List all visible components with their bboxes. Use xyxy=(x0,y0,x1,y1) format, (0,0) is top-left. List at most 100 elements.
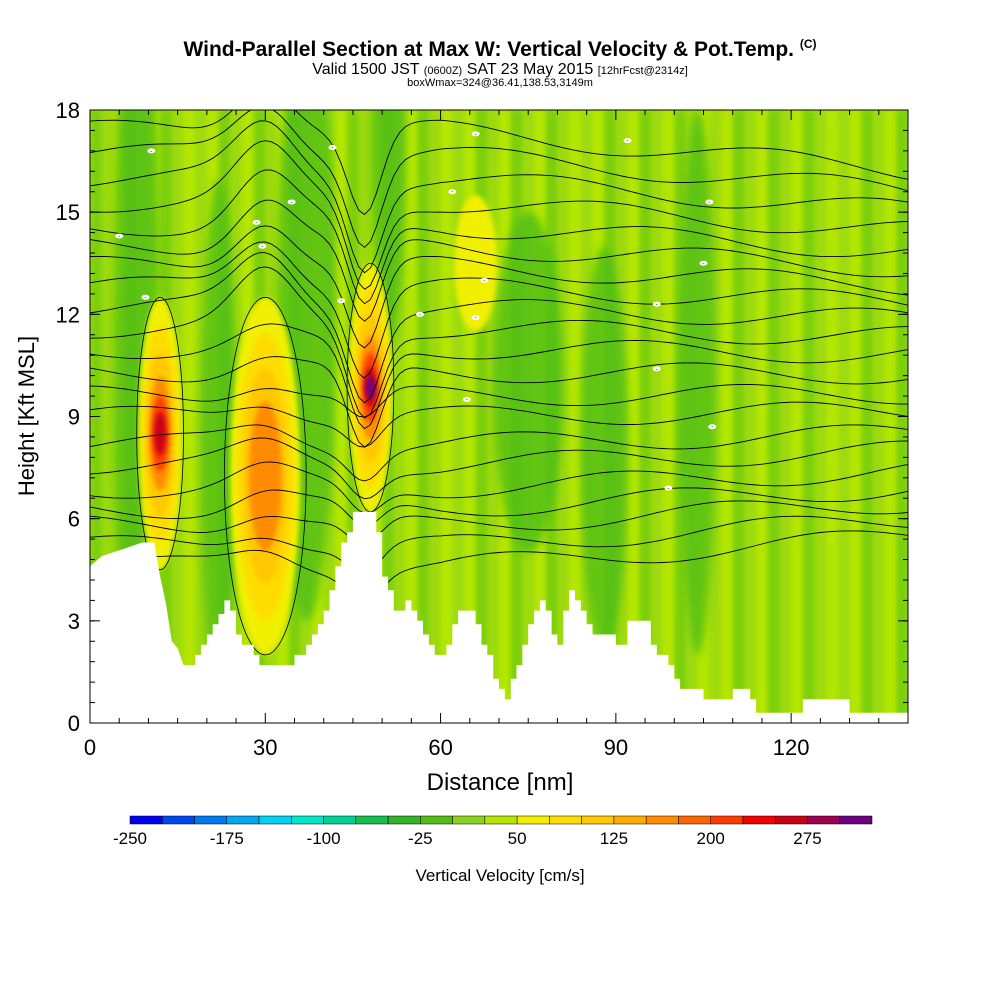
colorbar-swatch xyxy=(291,815,324,825)
valid-time-utc: (0600Z) xyxy=(423,65,463,77)
colorbar-swatch xyxy=(839,815,873,825)
field-band xyxy=(721,110,734,723)
contour-label-bg xyxy=(708,424,717,430)
updraft-core xyxy=(365,376,376,399)
contour-label-bg xyxy=(699,260,708,266)
isentrope-line xyxy=(90,356,908,448)
contour-label-bg xyxy=(471,315,480,321)
velocity-contour xyxy=(223,296,307,656)
box-info: boxWmax=324@36.41,138.53,3149m xyxy=(407,77,593,89)
contour-label-bg xyxy=(480,277,489,283)
contour-label: - xyxy=(656,302,658,308)
field-band xyxy=(791,110,804,723)
isentrope-line xyxy=(90,437,908,500)
field-band xyxy=(662,110,676,723)
chart-title-main: Wind-Parallel Section at Max W: Vertical… xyxy=(183,38,794,61)
contour-label: - xyxy=(261,244,263,250)
contour-label: - xyxy=(145,295,147,301)
chart-subtitle: Valid 1500 JST (0600Z) SAT 23 May 2015 [… xyxy=(0,61,1000,79)
x-tick-label: 90 xyxy=(604,735,628,760)
field-band xyxy=(732,110,746,723)
contour-label-bg xyxy=(664,485,673,491)
isentrope-line xyxy=(90,225,908,349)
velocity-contour xyxy=(136,296,184,571)
contour-label: - xyxy=(475,132,477,138)
field-band xyxy=(569,110,582,723)
isentrope-line xyxy=(90,110,908,248)
isentrope-line xyxy=(90,140,908,290)
isentrope-line xyxy=(90,252,908,404)
contour-label: - xyxy=(475,316,477,322)
forecast-info: [12hrFcst@2314z] xyxy=(597,65,688,77)
colorbar-swatch xyxy=(613,815,647,825)
axis-ticks: 0 30 60 90 120 0 3 6 9 12 15 18 xyxy=(56,98,908,760)
y-tick-label: 9 xyxy=(68,405,80,430)
colorbar-swatch xyxy=(549,815,582,825)
y-axis-label: Height [Kft MSL] xyxy=(14,336,39,496)
isentrope-line xyxy=(90,530,908,603)
contour-label-bg xyxy=(258,243,267,249)
contour-label: - xyxy=(291,200,293,206)
contour-label: - xyxy=(419,312,421,318)
colorbar-label: Vertical Velocity [cm/s] xyxy=(415,866,584,885)
contour-label-bg xyxy=(462,396,471,402)
contour-label-bg xyxy=(652,301,661,307)
field-band xyxy=(779,110,793,723)
isentrope-line xyxy=(90,515,908,575)
field-band xyxy=(872,110,886,723)
copyright-mark: (C) xyxy=(799,37,817,51)
field-band xyxy=(756,110,769,723)
colorbar-swatch xyxy=(355,815,389,825)
field-band xyxy=(183,110,197,723)
contour-label-bg xyxy=(115,233,124,239)
vertical-velocity-field xyxy=(90,110,908,723)
isentrope-line xyxy=(90,383,908,418)
colorbar-swatch xyxy=(645,815,679,825)
field-band xyxy=(767,110,781,723)
colorbar-swatch xyxy=(226,815,260,825)
contour-label-bg xyxy=(471,131,480,137)
field-band xyxy=(837,110,851,723)
y-tick-label: 3 xyxy=(68,609,80,634)
y-tick-label: 18 xyxy=(56,98,80,123)
valid-date: SAT 23 May 2015 xyxy=(466,61,594,78)
contour-label: - xyxy=(483,278,485,284)
terrain xyxy=(90,511,908,723)
colorbar-swatch xyxy=(452,815,486,825)
colorbar-tick-label: -25 xyxy=(408,829,433,848)
contour-label-bg xyxy=(141,294,150,300)
colorbar-swatch xyxy=(129,815,163,825)
potential-temperature-contours xyxy=(90,110,908,656)
y-tick-label: 12 xyxy=(56,302,80,327)
x-tick-label: 60 xyxy=(428,735,452,760)
isentrope-line xyxy=(90,266,908,419)
colorbar-swatch xyxy=(387,815,421,825)
isentrope-line xyxy=(90,461,908,514)
contour-label: - xyxy=(118,234,120,240)
contour-labels: - - - - - - - - - - - - - - - - - - - - - xyxy=(115,131,717,492)
contour-label-bg xyxy=(448,189,457,195)
colorbar: -250 -175 -100 -25 50 125 200 275 xyxy=(113,815,873,848)
contour-label-bg xyxy=(705,199,714,205)
isentrope-line xyxy=(90,323,908,430)
x-tick-label: 0 xyxy=(84,735,96,760)
updraft-core xyxy=(454,195,498,332)
contour-label: - xyxy=(708,200,710,206)
field-band xyxy=(627,110,641,723)
field-band xyxy=(861,110,874,723)
colorbar-swatch xyxy=(258,815,292,825)
downdraft-patch xyxy=(580,246,628,655)
contour-label: - xyxy=(667,486,669,492)
colorbar-swatch xyxy=(323,815,357,825)
chart-title: Wind-Parallel Section at Max W: Vertical… xyxy=(0,37,1000,62)
contour-label: - xyxy=(150,149,152,155)
contour-label: - xyxy=(256,220,258,226)
colorbar-tick-label: 200 xyxy=(697,829,725,848)
isentrope-line xyxy=(90,110,908,216)
colorbar-tick-label: 50 xyxy=(508,829,527,848)
isentrope-line xyxy=(90,401,908,448)
contour-label: - xyxy=(451,190,453,196)
field-band xyxy=(650,110,664,723)
x-tick-label: 120 xyxy=(773,735,810,760)
field-band xyxy=(826,110,839,723)
